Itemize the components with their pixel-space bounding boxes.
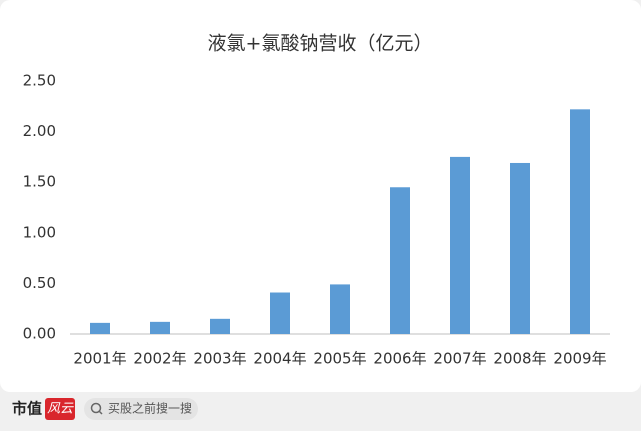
brand-badge-box xyxy=(45,398,75,420)
x-tick-label: 2005年 xyxy=(313,350,366,368)
x-tick-label: 2004年 xyxy=(253,350,306,368)
bar xyxy=(150,321,170,334)
y-tick-label: 1.50 xyxy=(23,173,56,191)
x-tick-label: 2003年 xyxy=(193,350,246,368)
x-tick-label: 2007年 xyxy=(433,350,486,368)
search-icon-handle xyxy=(98,410,103,415)
search-placeholder: 买股之前搜一搜 xyxy=(108,401,192,416)
y-tick-label: 0.00 xyxy=(23,325,56,343)
brand-badge: 风云 xyxy=(47,402,74,417)
bar xyxy=(90,322,110,334)
y-tick-label: 2.00 xyxy=(23,122,56,140)
bar xyxy=(270,292,290,334)
search-icon xyxy=(90,402,102,414)
x-tick-label: 2006年 xyxy=(373,350,426,368)
x-tick-label: 2009年 xyxy=(553,350,606,368)
y-tick-label: 2.50 xyxy=(23,72,56,90)
x-tick-label: 2002年 xyxy=(133,350,186,368)
bar xyxy=(510,162,530,334)
x-tick-label: 2008年 xyxy=(493,350,546,368)
chart-title: 液氯+氯酸钠营收（亿元） xyxy=(208,33,433,55)
bar xyxy=(210,318,230,334)
bar xyxy=(570,109,590,334)
brand: 市值 xyxy=(12,400,42,418)
bar xyxy=(450,156,470,334)
bar xyxy=(330,284,350,334)
chart-card xyxy=(0,0,641,392)
y-tick-label: 0.50 xyxy=(23,274,56,292)
bar xyxy=(390,187,410,334)
x-tick-label: 2001年 xyxy=(73,350,126,368)
y-tick-label: 1.00 xyxy=(23,223,56,241)
search-box[interactable] xyxy=(84,398,198,420)
